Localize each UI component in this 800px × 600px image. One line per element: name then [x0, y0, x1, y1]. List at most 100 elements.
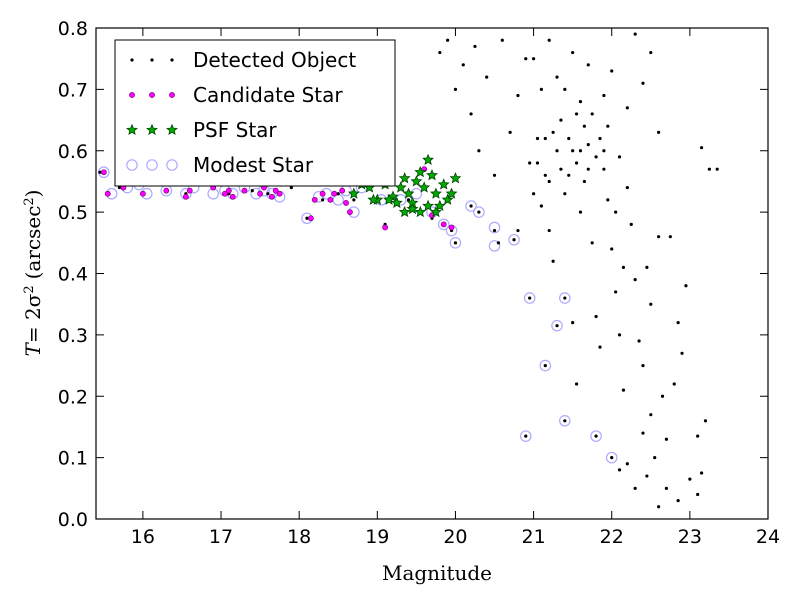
- detected-object-point: [649, 413, 653, 417]
- detected-object-point: [699, 471, 704, 475]
- detected-object-point: [500, 38, 504, 42]
- detected-object-point: [664, 486, 669, 490]
- detected-object-point: [610, 247, 614, 251]
- psf-star-point: [390, 196, 403, 208]
- detected-object-point: [559, 167, 563, 171]
- detected-object-point: [598, 136, 602, 141]
- candidate-star-point: [347, 209, 353, 216]
- psf-star-point: [433, 199, 446, 212]
- legend-marker-candidate-star: [129, 92, 135, 98]
- detected-object-point: [551, 130, 555, 134]
- detected-object-point: [555, 324, 559, 328]
- detected-object-point: [586, 63, 590, 67]
- detected-object-point: [524, 434, 528, 438]
- detected-object-point: [535, 161, 540, 165]
- modest-star-point: [519, 430, 532, 442]
- detected-object-point: [574, 382, 579, 386]
- detected-object-point: [528, 296, 532, 300]
- detected-object-point: [676, 498, 680, 503]
- modest-star-point: [488, 221, 501, 234]
- detected-object-point: [492, 228, 497, 233]
- modest-star-point: [590, 430, 602, 442]
- x-tick-label: 21: [521, 526, 545, 548]
- psf-star-point: [422, 153, 435, 166]
- detected-object-point: [617, 468, 622, 472]
- psf-star-point: [441, 193, 454, 205]
- detected-object-point: [637, 339, 641, 343]
- candidate-star-point: [225, 187, 232, 194]
- detected-object-point: [707, 167, 711, 171]
- detected-object-point: [680, 351, 684, 355]
- modest-star-point: [508, 233, 520, 246]
- detected-object-point: [594, 314, 598, 319]
- detected-object-point: [574, 112, 579, 116]
- detected-object-point: [676, 321, 680, 325]
- detected-object-point: [641, 431, 645, 435]
- detected-object-point: [336, 192, 340, 196]
- psf-star-point: [406, 202, 419, 215]
- psf-star-point: [410, 175, 423, 187]
- x-tick-label: 23: [678, 526, 702, 548]
- detected-object-point: [477, 210, 481, 214]
- detected-object-point: [703, 419, 708, 423]
- candidate-star-point: [100, 169, 107, 176]
- detected-object-point: [582, 179, 586, 184]
- modest-star-point: [559, 414, 571, 427]
- detected-object-point: [625, 462, 629, 466]
- y-axis-label-close: ): [21, 189, 45, 197]
- detected-object-point: [617, 333, 622, 337]
- detected-object-point: [610, 69, 614, 73]
- detected-object-point: [516, 228, 520, 233]
- legend-label-candidate-star: Candidate Star: [193, 83, 343, 107]
- detected-object-point: [528, 161, 532, 165]
- detected-object-point: [625, 106, 629, 110]
- detected-object-point: [614, 290, 618, 294]
- y-axis-label-symbol: T: [21, 342, 45, 357]
- detected-object-point: [571, 149, 575, 153]
- y-tick-label: 0.1: [58, 448, 88, 470]
- detected-object-point: [547, 38, 551, 42]
- psf-star-point: [422, 199, 435, 212]
- detected-object-point: [461, 63, 465, 67]
- x-tick-label: 17: [209, 526, 233, 548]
- detected-object-point: [524, 57, 528, 61]
- y-axis-label-unit: (arcsec: [21, 206, 45, 280]
- legend-marker-modest-star: [166, 159, 178, 171]
- x-tick-label: 18: [287, 526, 311, 548]
- detected-object-point: [305, 216, 309, 220]
- modest-star-point: [312, 190, 325, 203]
- detected-object-point: [547, 228, 551, 233]
- modest-star-point: [523, 292, 536, 304]
- detected-object-point: [660, 394, 665, 398]
- legend-marker-detected-object: [130, 58, 134, 62]
- plot-area: [98, 32, 719, 509]
- psf-star-point: [367, 193, 380, 205]
- detected-object-point: [98, 170, 102, 174]
- detected-object-point: [586, 143, 590, 147]
- detected-object-point: [602, 167, 606, 171]
- y-tick-label: 0.8: [58, 18, 88, 40]
- y-tick-label: 0.4: [58, 264, 88, 286]
- detected-object-point: [649, 302, 653, 306]
- detected-object-point: [531, 192, 536, 196]
- detected-object-point: [696, 492, 700, 497]
- psf-star-point: [383, 193, 395, 205]
- detected-object-point: [625, 185, 629, 190]
- y-axis-label-eq: = 2σ: [21, 293, 45, 343]
- detected-object-point: [563, 296, 567, 300]
- detected-object-point: [621, 388, 626, 392]
- detected-object-point: [606, 198, 610, 202]
- detected-object-point: [641, 81, 645, 85]
- legend-marker-detected-object: [170, 58, 174, 62]
- x-tick-label: 16: [131, 526, 155, 548]
- candidate-star-point: [311, 196, 318, 203]
- legend-marker-modest-star: [126, 159, 138, 171]
- psf-star-point: [414, 205, 427, 218]
- candidate-star-point: [382, 224, 389, 231]
- psf-star-point: [449, 172, 462, 184]
- detected-object-point: [571, 321, 575, 325]
- psf-star-point: [418, 181, 431, 193]
- detected-object-point: [559, 118, 563, 122]
- detected-object-point: [594, 434, 598, 438]
- candidate-star-point: [272, 187, 279, 194]
